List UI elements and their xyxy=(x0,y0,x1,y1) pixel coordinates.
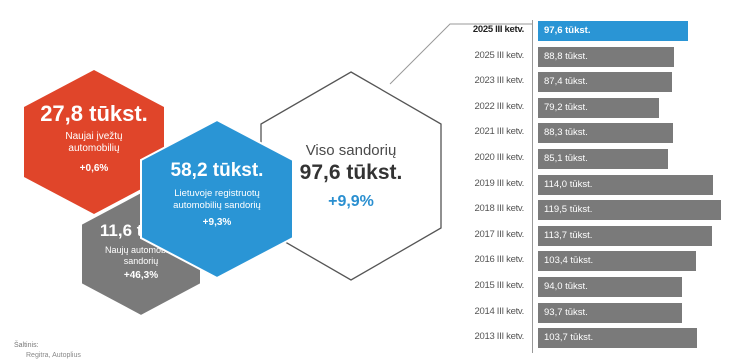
bar-value-label: 88,8 tūkst. xyxy=(544,50,588,62)
bar xyxy=(538,97,660,118)
registered-deals-hexagon: 58,2 tūkst. Lietuvoje registruotų automo… xyxy=(137,118,297,280)
bar-row: 2016 III ketv. 103,4 tūkst. xyxy=(452,250,744,272)
imported-cars-hexagon: 27,8 tūkst. Naujai įvežtų automobilių +0… xyxy=(18,68,170,216)
bar xyxy=(538,225,713,246)
bar-row: 2022 III ketv. 79,2 tūkst. xyxy=(452,97,744,119)
bar-category-label: 2021 III ketv. xyxy=(474,126,525,138)
new-cars-label: Naujų automobilių sandorių xyxy=(104,244,178,266)
bar-category-label: 2020 III ketv. xyxy=(474,152,525,163)
total-hexagon: Viso sandorių 97,6 tūkst. +9,9% xyxy=(245,70,457,282)
registered-deals-value: 58,2 tūkst. xyxy=(170,160,264,182)
bar-row: 2019 III ketv. 114,0 tūkst. xyxy=(452,174,744,196)
bar xyxy=(538,277,683,297)
bar-row: 2017 III ketv. 113,7 tūkst. xyxy=(452,225,744,247)
source-label: Šaltinis: xyxy=(14,342,39,349)
bar xyxy=(538,123,674,144)
bar xyxy=(538,302,682,323)
bar-value-label: 114,0 tūkst. xyxy=(544,178,593,190)
bar xyxy=(538,251,697,272)
bar-category-label: 2016 III ketv. xyxy=(474,254,525,266)
bar xyxy=(538,174,713,195)
bar-value-label: 103,7 tūkst. xyxy=(544,332,594,344)
bar-value-label: 119,5 tūkst. xyxy=(544,204,593,216)
bar xyxy=(538,21,688,41)
bar-category-label: 2025 III ketv. xyxy=(474,49,525,61)
bar-axis-line xyxy=(532,20,533,353)
bar-row: 2015 III ketv. 94,0 tūkst. xyxy=(452,276,744,298)
imported-cars-change: +0,6% xyxy=(79,162,109,174)
bar xyxy=(538,200,722,221)
bar-row: 2023 III ketv. 87,4 tūkst. xyxy=(452,71,744,93)
total-label: Viso sandorių xyxy=(305,141,397,159)
bar-value-label: 79,2 tūkst. xyxy=(544,101,588,113)
imported-cars-value: 27,8 tūkst. xyxy=(40,100,148,126)
bar-category-label: 2018 III ketv. xyxy=(474,203,525,215)
bar-category-label: 2015 III ketv. xyxy=(474,280,525,291)
bar xyxy=(538,72,672,93)
bar-category-label: 2014 III ketv. xyxy=(474,305,525,317)
bar xyxy=(538,328,697,349)
bar-category-label: 2019 III ketv. xyxy=(474,177,525,189)
bar-category-label: 2022 III ketv. xyxy=(474,100,525,112)
bar-category-label: 2013 III ketv. xyxy=(474,331,525,343)
bar-row: 2020 III ketv. 85,1 tūkst. xyxy=(452,148,744,170)
bar-category-label: 2023 III ketv. xyxy=(474,75,525,87)
registered-deals-label: Lietuvoje registruotų automobilių sandor… xyxy=(173,188,261,211)
bar-row: 2025 III ketv. 88,8 tūkst. xyxy=(452,46,744,68)
total-change: +9,9% xyxy=(328,192,374,210)
quarterly-bar-chart: 2025 III ketv. 97,6 tūkst. 2025 III ketv. 8… xyxy=(452,20,744,350)
new-cars-change: +46,3% xyxy=(123,270,159,282)
bar-row: 2018 III ketv. 119,5 tūkst. xyxy=(452,199,744,221)
total-value: 97,6 tūkst. xyxy=(299,160,403,184)
bar-value-label: 94,0 tūkst. xyxy=(544,281,588,292)
bar-value-label: 93,7 tūkst. xyxy=(544,306,588,318)
bar-row: 2014 III ketv. 93,7 tūkst. xyxy=(452,302,744,324)
source-text: Regitra, Autoplius xyxy=(26,352,81,359)
bar-value-label: 85,1 tūkst. xyxy=(544,153,588,164)
bar-value-label: 87,4 tūkst. xyxy=(544,76,588,88)
bar-value-label: 103,4 tūkst. xyxy=(544,255,594,267)
bar-value-label: 113,7 tūkst. xyxy=(544,229,593,241)
bar-row: 2025 III ketv. 97,6 tūkst. xyxy=(452,20,744,42)
bar-value-label: 97,6 tūkst. xyxy=(544,25,591,36)
bar-row: 2021 III ketv. 88,3 tūkst. xyxy=(452,122,744,144)
bar-value-label: 88,3 tūkst. xyxy=(544,127,588,139)
imported-cars-label: Naujai įvežtų automobilių xyxy=(65,130,123,154)
bar xyxy=(538,149,669,169)
bar-category-label: 2017 III ketv. xyxy=(474,228,525,240)
registered-deals-change: +9,3% xyxy=(202,216,232,228)
bar-row: 2013 III ketv. 103,7 tūkst. xyxy=(452,327,744,349)
bar xyxy=(538,46,675,67)
bar-category-label: 2025 III ketv. xyxy=(472,24,524,35)
